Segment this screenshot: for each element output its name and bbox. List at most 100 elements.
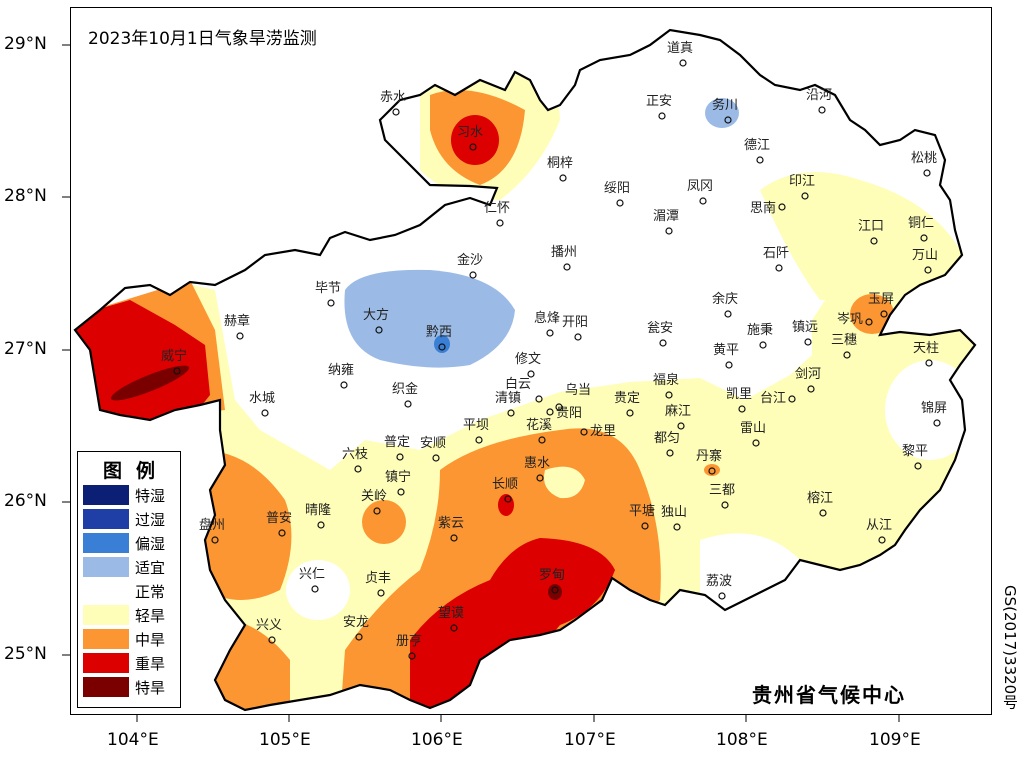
city-marker: [211, 536, 219, 544]
city-marker: [504, 495, 512, 503]
city-marker: [574, 333, 582, 341]
city-marker: [392, 108, 400, 116]
city-marker: [527, 370, 535, 378]
city-marker: [469, 271, 477, 279]
city-label: 余庆: [712, 292, 739, 307]
legend-label: 过湿: [135, 510, 166, 529]
city-marker: [404, 400, 412, 408]
legend-swatch: [83, 653, 129, 673]
legend-item: 特旱: [83, 675, 180, 699]
city-label: 沿河: [806, 88, 833, 103]
city-marker: [759, 341, 767, 349]
city-marker: [268, 636, 276, 644]
city-label: 望谟: [438, 606, 465, 621]
city-marker: [843, 351, 851, 359]
city-marker: [724, 116, 732, 124]
city-label: 榕江: [807, 491, 834, 506]
city-label: 施秉: [747, 323, 774, 338]
lat-tick-label: 28°N: [4, 186, 47, 206]
city-marker: [377, 589, 385, 597]
city-label: 赫章: [224, 314, 251, 329]
city-label: 织金: [392, 382, 419, 397]
city-label: 都匀: [654, 431, 681, 446]
legend-swatch: [83, 557, 129, 577]
city-label: 桐梓: [547, 156, 574, 171]
legend-item: 正常: [83, 579, 180, 603]
city-label: 荔波: [706, 574, 733, 589]
city-marker: [658, 112, 666, 120]
lon-tick-label: 109°E: [869, 730, 921, 750]
city-marker: [878, 536, 886, 544]
city-marker: [804, 338, 812, 346]
city-marker: [311, 585, 319, 593]
city-marker: [355, 633, 363, 641]
city-label: 金沙: [457, 253, 484, 268]
city-label: 三穗: [831, 333, 858, 348]
city-marker: [924, 266, 932, 274]
lat-tick-label: 25°N: [4, 644, 47, 664]
legend-item: 过湿: [83, 507, 180, 531]
city-marker: [925, 359, 933, 367]
city-label: 天柱: [913, 341, 940, 356]
city-marker: [173, 367, 181, 375]
city-label: 思南: [750, 201, 777, 216]
city-label: 晴隆: [305, 503, 332, 518]
legend-label: 特湿: [135, 486, 166, 505]
city-label: 丹寨: [696, 449, 723, 464]
legend-swatch: [83, 533, 129, 553]
city-label: 习水: [457, 125, 484, 140]
city-label: 黎平: [902, 444, 929, 459]
city-label: 平塘: [629, 504, 656, 519]
city-marker: [373, 507, 381, 515]
city-marker: [699, 197, 707, 205]
city-marker: [469, 143, 477, 151]
city-label: 江口: [858, 219, 885, 234]
city-label: 纳雍: [328, 363, 355, 378]
city-marker: [880, 310, 888, 318]
legend-swatch: [83, 581, 129, 601]
city-label: 水城: [249, 391, 276, 406]
city-label: 安龙: [343, 615, 370, 630]
city-label: 修文: [515, 352, 542, 367]
city-label: 独山: [661, 505, 688, 520]
city-marker: [665, 391, 673, 399]
city-marker: [396, 453, 404, 461]
lon-tick-label: 106°E: [411, 730, 463, 750]
lat-tick-label: 27°N: [4, 339, 47, 359]
city-marker: [432, 454, 440, 462]
city-marker: [450, 534, 458, 542]
city-marker: [933, 419, 941, 427]
city-label: 普安: [266, 511, 293, 526]
city-label: 紫云: [438, 516, 465, 531]
city-marker: [438, 343, 446, 351]
city-marker: [580, 428, 588, 436]
city-marker: [718, 592, 726, 600]
city-label: 台江: [760, 391, 787, 406]
city-marker: [818, 106, 826, 114]
province-boundary: [73, 28, 977, 712]
city-marker: [679, 59, 687, 67]
city-label: 剑河: [795, 367, 822, 382]
light-drought-northeast: [760, 172, 960, 300]
city-label: 贞丰: [365, 571, 392, 586]
city-marker: [408, 652, 416, 660]
city-label: 册亨: [396, 634, 423, 649]
legend: 图例 特湿 过湿 偏湿 适宜 正常 轻旱 中旱 重旱 特旱: [77, 451, 181, 708]
city-label: 关岭: [361, 489, 388, 504]
city-label: 兴义: [256, 618, 283, 633]
city-label: 盘州: [199, 518, 226, 533]
city-marker: [261, 409, 269, 417]
lon-tick-label: 105°E: [259, 730, 311, 750]
city-marker: [475, 436, 483, 444]
city-marker: [551, 586, 559, 594]
city-marker: [555, 403, 563, 411]
city-label: 德江: [744, 138, 771, 153]
suitable-moisture-area: [344, 269, 515, 368]
legend-label: 特旱: [135, 678, 166, 697]
city-marker: [775, 264, 783, 272]
city-marker: [278, 529, 286, 537]
city-marker: [546, 408, 554, 416]
city-label: 花溪: [526, 418, 553, 433]
